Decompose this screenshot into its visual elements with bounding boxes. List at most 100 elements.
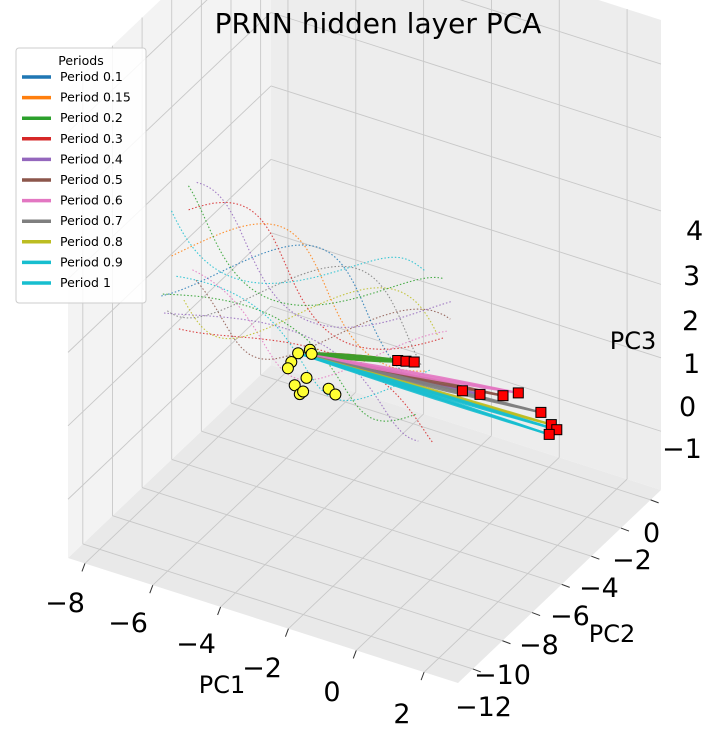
- trajectory-markers: [281, 343, 563, 440]
- z-tick-label: 3: [683, 261, 700, 292]
- legend-label: Period 0.3: [60, 131, 123, 146]
- y-tick-mark: [650, 499, 659, 504]
- grid-line: [230, 402, 622, 529]
- x-tick-label: 2: [393, 699, 410, 730]
- legend-label: Period 0.9: [60, 254, 123, 269]
- x-tick-label: −4: [176, 629, 216, 660]
- z-tick-label: −1: [662, 434, 702, 465]
- y-tick-label: −10: [474, 660, 531, 691]
- start-marker: [288, 379, 301, 392]
- dotted-trajectory: [161, 244, 417, 383]
- z-tick-label: 1: [683, 349, 700, 380]
- start-marker: [300, 371, 313, 384]
- x-tick-mark: [420, 671, 425, 681]
- legend-label: Period 0.7: [60, 213, 123, 228]
- x-tick-mark: [81, 563, 86, 572]
- trajectory-line: [297, 352, 519, 394]
- x-tick-mark: [217, 606, 222, 616]
- grid-line: [67, 159, 272, 353]
- dotted-trajectory: [188, 185, 443, 307]
- z-tick-label: 0: [679, 392, 696, 423]
- trajectory-line: [297, 352, 542, 414]
- dotted-trajectory: [183, 287, 439, 340]
- x-tick-mark: [352, 650, 357, 659]
- legend-label: Period 0.8: [60, 234, 123, 249]
- start-marker: [292, 347, 305, 360]
- grid-line: [270, 12, 662, 138]
- y-tick-mark: [502, 640, 511, 645]
- end-marker: [474, 388, 486, 400]
- y-tick-label: −2: [612, 545, 652, 576]
- x-tick-label: −6: [108, 608, 148, 639]
- grid-line: [270, 305, 662, 432]
- grid-line: [201, 430, 592, 557]
- dotted-trajectory: [166, 265, 423, 367]
- dotted-trajectory: [196, 181, 452, 328]
- z-tick-label: 4: [686, 216, 703, 247]
- dotted-trajectory: [176, 275, 432, 402]
- start-marker: [305, 347, 318, 360]
- x-tick-label: 0: [323, 677, 340, 708]
- chart-title: PRNN hidden layer PCA: [215, 7, 542, 40]
- end-marker: [456, 385, 468, 397]
- y-tick-mark: [472, 668, 481, 673]
- grid-line: [270, 85, 662, 212]
- legend: Periods Period 0.1 Period 0.15 Period 0.2 P…: [15, 47, 147, 304]
- grid-line: [152, 391, 357, 586]
- grid-line: [67, 232, 272, 427]
- end-marker: [512, 387, 524, 399]
- y-tick-label: 0: [643, 518, 660, 549]
- x-tick-mark: [284, 628, 289, 637]
- legend-label: Period 1: [60, 275, 111, 290]
- y-tick-label: −8: [519, 630, 559, 661]
- legend-label: Period 0.1: [60, 69, 123, 84]
- grid-line: [423, 478, 628, 673]
- y-tick-label: −6: [550, 601, 590, 632]
- y-axis-label: PC2: [589, 620, 636, 648]
- grid-line: [220, 413, 424, 608]
- x-axis-label: PC1: [199, 671, 246, 699]
- z-tick-label: 2: [682, 306, 699, 337]
- legend-label: Period 0.2: [60, 110, 123, 125]
- grid-line: [355, 457, 560, 651]
- trajectory-line: [297, 352, 550, 436]
- end-marker: [543, 428, 555, 440]
- y-tick-mark: [591, 555, 600, 560]
- grid-line: [82, 543, 473, 670]
- legend-label: Period 0.5: [60, 172, 123, 187]
- x-tick-label: −2: [242, 653, 282, 684]
- grid-lines: [67, 0, 662, 673]
- grid-line: [270, 232, 662, 359]
- y-tick-label: −12: [455, 692, 512, 723]
- grid-line: [288, 435, 492, 629]
- grid-line: [112, 515, 503, 642]
- grid-line: [84, 370, 289, 564]
- y-tick-label: −4: [579, 573, 619, 604]
- end-marker: [497, 390, 509, 402]
- trajectory-line: [297, 352, 558, 431]
- y-tick-mark: [561, 583, 570, 588]
- legend-label: Period 0.4: [60, 151, 123, 166]
- z-axis-label: PC3: [610, 327, 657, 355]
- end-marker: [408, 356, 420, 368]
- x-tick-label: −8: [45, 588, 85, 619]
- dotted-trajectories: [161, 181, 452, 444]
- tick-marks: [81, 499, 659, 681]
- legend-label: Period 0.15: [60, 90, 131, 105]
- dotted-trajectory: [195, 279, 451, 360]
- grid-line: [260, 374, 651, 501]
- start-marker: [281, 362, 294, 375]
- legend-label: Period 0.6: [60, 193, 123, 208]
- legend-frame: [15, 47, 147, 304]
- start-marker: [297, 385, 310, 398]
- start-marker: [329, 388, 342, 401]
- floor-pane: [68, 365, 661, 683]
- end-marker: [535, 406, 547, 418]
- grid-line: [459, 0, 662, 65]
- y-tick-mark: [531, 612, 541, 617]
- grid-line: [270, 158, 662, 285]
- grid-line: [141, 487, 533, 613]
- dotted-trajectory: [163, 312, 419, 442]
- y-tick-mark: [620, 527, 630, 532]
